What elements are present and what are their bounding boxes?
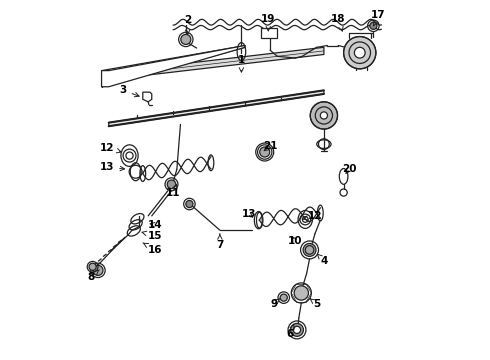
Text: 17: 17 — [370, 10, 385, 26]
Text: 19: 19 — [261, 14, 275, 31]
Polygon shape — [143, 92, 152, 102]
Circle shape — [280, 294, 287, 301]
Text: 9: 9 — [270, 298, 280, 309]
Circle shape — [343, 37, 376, 69]
Text: 7: 7 — [216, 234, 223, 249]
Text: 13: 13 — [99, 162, 124, 172]
Text: 5: 5 — [310, 299, 320, 309]
Circle shape — [320, 112, 327, 119]
Text: 21: 21 — [263, 141, 277, 151]
Circle shape — [181, 35, 191, 44]
Text: 4: 4 — [317, 254, 328, 266]
Text: 6: 6 — [286, 324, 294, 339]
Circle shape — [354, 47, 365, 58]
Text: 12: 12 — [99, 143, 121, 153]
Text: 13: 13 — [242, 209, 256, 219]
Circle shape — [186, 201, 193, 208]
Circle shape — [260, 147, 270, 157]
Polygon shape — [109, 90, 324, 126]
Circle shape — [294, 286, 309, 300]
Circle shape — [294, 326, 300, 333]
Polygon shape — [101, 45, 245, 87]
Text: 2: 2 — [184, 15, 191, 35]
Text: 8: 8 — [87, 270, 99, 282]
Text: 20: 20 — [342, 164, 356, 174]
Circle shape — [310, 102, 338, 129]
Text: 12: 12 — [303, 211, 322, 221]
Circle shape — [89, 263, 96, 270]
Circle shape — [303, 243, 316, 256]
FancyBboxPatch shape — [262, 28, 276, 38]
Text: 11: 11 — [166, 184, 180, 198]
Text: 16: 16 — [143, 243, 163, 255]
Text: 18: 18 — [331, 14, 345, 31]
Text: 14: 14 — [148, 220, 163, 230]
Text: 15: 15 — [142, 231, 163, 240]
Text: 1: 1 — [238, 55, 245, 72]
Text: 3: 3 — [120, 85, 139, 97]
Circle shape — [167, 180, 176, 189]
Polygon shape — [109, 47, 324, 80]
Circle shape — [93, 265, 103, 275]
Text: 10: 10 — [288, 236, 302, 246]
Circle shape — [291, 323, 303, 336]
Circle shape — [370, 22, 377, 30]
